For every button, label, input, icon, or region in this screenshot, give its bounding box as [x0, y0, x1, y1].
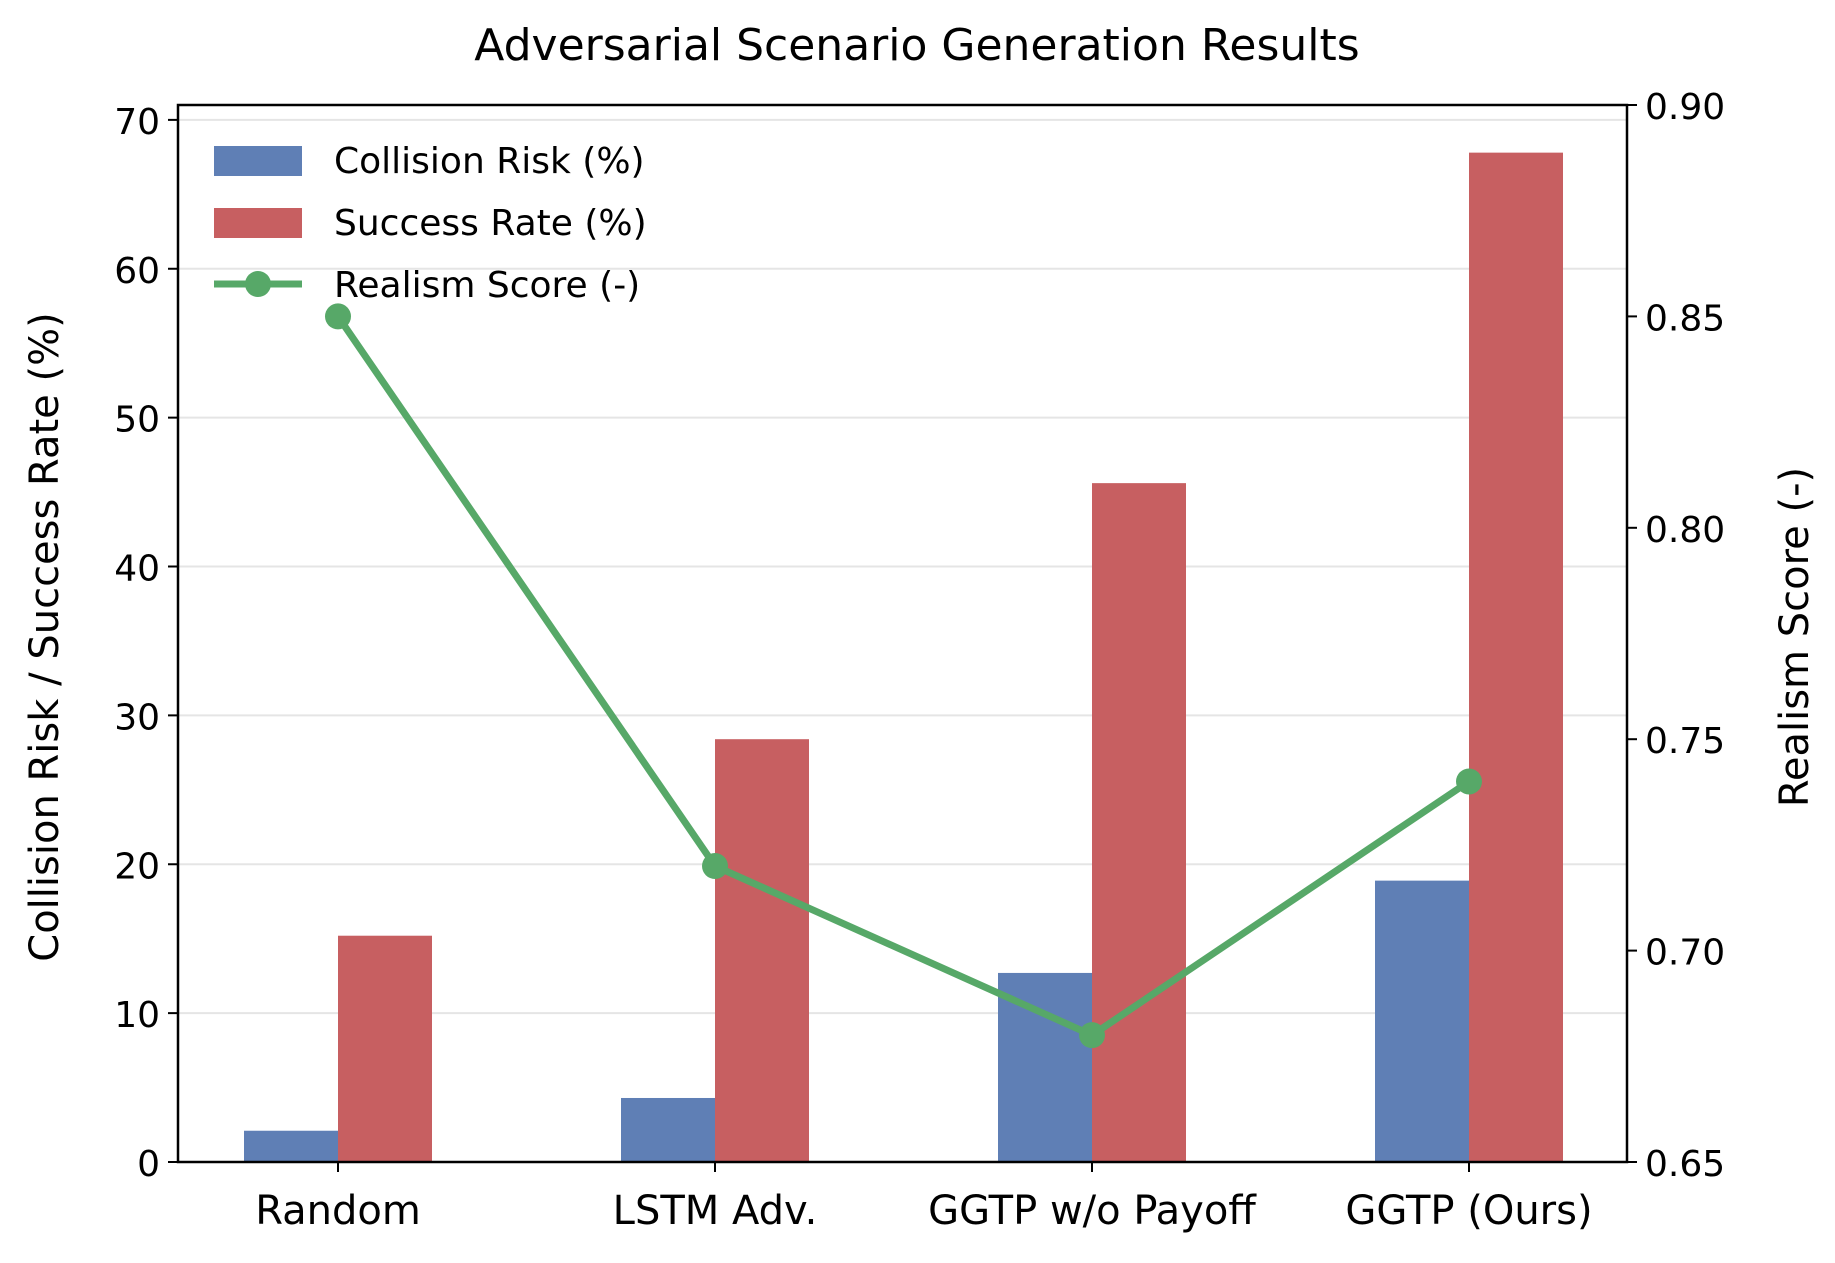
x-tick-label: GGTP w/o Payoff	[928, 1188, 1257, 1234]
realism-score-line	[335, 314, 1471, 1039]
collision-risk-bar	[1375, 880, 1469, 1162]
x-tick-label: GGTP (Ours)	[1345, 1188, 1592, 1234]
y-tick-label-left: 10	[114, 995, 160, 1036]
legend-label: Success Rate (%)	[334, 203, 647, 244]
collision-risk-bar	[998, 972, 1092, 1162]
legend-swatch-success-rate	[214, 208, 302, 238]
success-rate-bar	[715, 739, 809, 1162]
chart-title: Adversarial Scenario Generation Results	[474, 20, 1359, 71]
realism-line-group	[325, 303, 1482, 1049]
x-tick-label: Random	[255, 1188, 421, 1234]
y-tick-label-left: 70	[114, 102, 160, 143]
y-tick-label-left: 60	[114, 251, 160, 292]
realism-score-point	[1456, 768, 1482, 795]
y-tick-label-left: 50	[114, 400, 160, 441]
plot-frame	[176, 103, 1629, 1164]
success-rate-bar	[1469, 152, 1563, 1163]
realism-score-point	[325, 303, 351, 330]
collision-risk-bar	[621, 1097, 715, 1162]
y-axis-label-left: Collision Risk / Success Rate (%)	[22, 312, 68, 961]
success-rate-bar	[1092, 483, 1186, 1162]
y-axis-label-right: Realism Score (-)	[1772, 467, 1818, 807]
y-tick-label-left: 40	[114, 549, 160, 590]
y-tick-label-left: 0	[137, 1144, 160, 1185]
y-tick-label-right: 0.90	[1645, 87, 1725, 128]
x-tick-label: LSTM Adv.	[613, 1188, 818, 1234]
collision-risk-bar	[244, 1130, 338, 1162]
y-tick-label-right: 0.70	[1645, 933, 1725, 974]
legend-label: Collision Risk (%)	[334, 141, 645, 182]
y-tick-label-right: 0.65	[1645, 1144, 1725, 1185]
realism-score-point	[1079, 1022, 1105, 1049]
y-tick-label-right: 0.80	[1645, 510, 1725, 551]
y-tick-label-left: 20	[114, 846, 160, 887]
legend-label: Realism Score (-)	[334, 265, 640, 306]
legend-swatch-collision-risk	[214, 146, 302, 176]
y-tick-label-left: 30	[114, 697, 160, 738]
realism-score-point	[702, 853, 728, 880]
legend-swatch-realism-marker	[245, 271, 271, 297]
axes: 0 10 20 30 40 50 60 70 0.65 0.70 0.75 0.80 0.85 0.90 R…	[114, 87, 1725, 1234]
success-rate-bar	[338, 935, 432, 1162]
legend: Collision Risk (%) Success Rate (%) Realis…	[214, 141, 647, 306]
y-tick-label-right: 0.75	[1645, 721, 1725, 762]
y-tick-label-right: 0.85	[1645, 298, 1725, 339]
bars	[244, 152, 1563, 1163]
